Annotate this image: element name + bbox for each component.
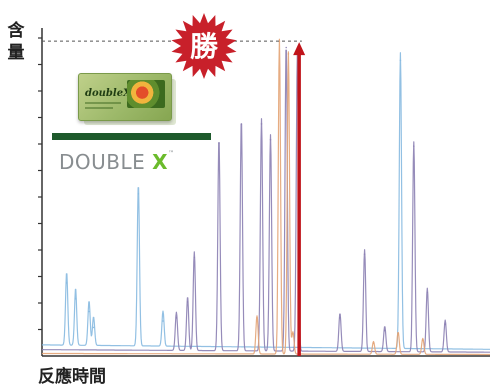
- series-line: [41, 38, 491, 356]
- peak-point: [65, 282, 68, 284]
- peak-point: [240, 123, 243, 125]
- product-box-line: [85, 102, 121, 104]
- peak-point: [193, 256, 196, 259]
- starburst-badge: [171, 13, 237, 79]
- peak-point: [285, 46, 288, 49]
- series-3: [41, 38, 491, 356]
- red-arrow-head: [293, 42, 306, 56]
- peak-point: [397, 332, 400, 335]
- peak-point: [74, 298, 77, 300]
- chart-axes: [38, 28, 490, 357]
- peak-point: [372, 342, 375, 345]
- series-line: [41, 52, 491, 350]
- trademark-symbol: ™: [168, 150, 175, 157]
- chart-traces: [41, 38, 491, 356]
- peak-point: [287, 53, 290, 55]
- series-line: [41, 48, 491, 353]
- brand-divider-bar: [52, 133, 211, 140]
- product-box: doubleX: [78, 73, 172, 121]
- peak-point: [269, 139, 272, 141]
- peak-point: [256, 317, 258, 319]
- peak-point: [426, 291, 429, 294]
- peak-point: [383, 329, 386, 332]
- brand-logo: DOUBLE X™: [59, 150, 175, 174]
- x-axis-label: 反應時間: [38, 367, 106, 387]
- chart-annotations: 勝: [42, 13, 306, 356]
- peak-point: [444, 323, 447, 326]
- peak-point: [260, 123, 263, 125]
- peak-point: [413, 145, 415, 147]
- series-2: [41, 46, 491, 353]
- peak-point: [92, 326, 95, 329]
- series-1: [41, 52, 491, 350]
- peak-point: [292, 332, 294, 335]
- peak-point: [162, 320, 164, 322]
- peak-point: [363, 253, 366, 255]
- fruit-vegetable-image: [127, 80, 165, 108]
- peak-point: [88, 310, 90, 313]
- product-box-text: doubleX: [85, 88, 131, 99]
- brand-x-mark: X: [152, 150, 169, 174]
- product-box-line: [85, 107, 113, 109]
- peak-point: [137, 193, 140, 195]
- peak-point: [422, 339, 424, 341]
- peak-point: [186, 301, 189, 303]
- peak-point: [175, 317, 178, 319]
- y-axis-label: 含量: [7, 21, 25, 63]
- badge-label: 勝: [190, 30, 219, 63]
- peak-point: [218, 142, 220, 144]
- brand-name: DOUBLE: [59, 150, 153, 174]
- peak-point: [399, 59, 402, 62]
- peak-point: [339, 317, 341, 319]
- product-box-image: doubleX: [78, 73, 182, 129]
